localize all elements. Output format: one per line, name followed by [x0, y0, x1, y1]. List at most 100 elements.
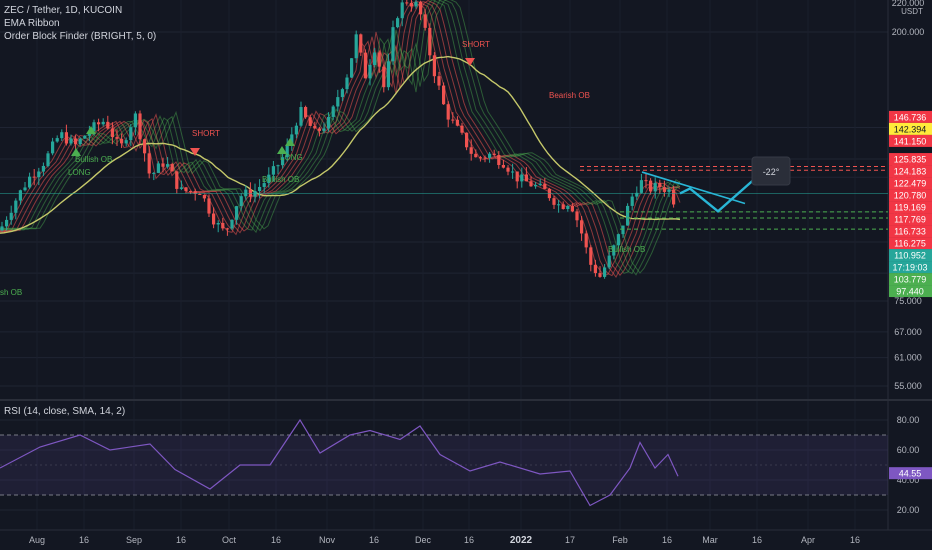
- candle-body: [14, 200, 18, 213]
- ema-line: [0, 1, 681, 278]
- price-badge-text: 110.952: [894, 251, 926, 261]
- candle-body: [363, 52, 367, 79]
- rsi-tick: 80.00: [897, 415, 920, 425]
- price-badge: [889, 249, 932, 262]
- price-badge: [889, 261, 932, 274]
- candle-body: [350, 58, 354, 78]
- candle-body: [230, 219, 234, 229]
- ema-line: [0, 0, 681, 274]
- candle-body: [612, 245, 616, 256]
- candle-body: [133, 113, 137, 128]
- candle-body: [465, 132, 469, 148]
- candle-body: [161, 163, 165, 167]
- angle-text: -22°: [763, 167, 780, 177]
- candle-body: [534, 184, 538, 187]
- candle-body: [235, 206, 239, 220]
- candle-body: [653, 182, 657, 192]
- candle-body: [497, 155, 501, 165]
- candle-body: [193, 191, 197, 194]
- price-badge-text: 146.736: [894, 112, 927, 122]
- candle-body: [635, 192, 639, 197]
- price-badge-text: 103.779: [894, 275, 927, 285]
- indicator-order-block[interactable]: Order Block Finder (BRIGHT, 5, 0): [4, 31, 157, 42]
- candle-body: [331, 106, 335, 117]
- candle-body: [51, 141, 55, 154]
- candle-body: [202, 195, 206, 199]
- rsi-badge-text: 44.55: [899, 469, 922, 479]
- short-marker: [465, 58, 475, 66]
- price-tick: 67.000: [894, 327, 922, 337]
- candle-body: [529, 181, 533, 187]
- price-badge: [889, 134, 932, 147]
- bullish-ob-label: Bullish OB: [75, 155, 112, 164]
- time-tick: 16: [464, 535, 474, 545]
- candle-body: [414, 1, 418, 7]
- price-tick: 220.000: [892, 0, 925, 8]
- candle-body: [589, 247, 593, 265]
- candle-body: [290, 134, 294, 145]
- candle-body: [124, 140, 128, 144]
- time-tick: 16: [176, 535, 186, 545]
- candle-body: [437, 76, 441, 86]
- candle-body: [658, 182, 662, 188]
- price-badge: [889, 177, 932, 190]
- price-badge-text: 116.733: [894, 227, 926, 237]
- candle-body: [391, 27, 395, 62]
- time-tick: Dec: [415, 535, 432, 545]
- candle-body: [170, 164, 174, 172]
- candle-body: [570, 206, 574, 212]
- candle-body: [239, 196, 243, 207]
- candle-body: [538, 183, 542, 185]
- price-badge-text: 120.780: [894, 191, 927, 201]
- candle-body: [276, 165, 280, 167]
- rsi-pane: [0, 418, 888, 507]
- candle-body: [184, 187, 188, 192]
- price-badge-text: 116.275: [894, 239, 926, 249]
- short-marker: [190, 148, 200, 156]
- candle-body: [120, 138, 124, 144]
- candle-body: [649, 180, 653, 192]
- candle-body: [32, 176, 36, 178]
- candle-body: [543, 183, 547, 189]
- price-badge: [889, 285, 932, 298]
- candle-body: [37, 171, 41, 178]
- ema-line: [0, 0, 681, 277]
- candle-body: [382, 66, 386, 88]
- candle-body: [138, 113, 142, 140]
- price-badge: [889, 153, 932, 166]
- candle-body: [115, 137, 119, 139]
- price-badge-text: 122.479: [894, 179, 927, 189]
- candle-body: [377, 52, 381, 67]
- candle-body: [55, 138, 59, 142]
- time-axis: Aug 16 Sep 16 Oct 16 Nov 16 Dec 16 2022 17 Feb 16 Mar 1…: [29, 535, 860, 546]
- time-tick: 16: [369, 535, 379, 545]
- price-badge: [889, 225, 932, 238]
- indicator-ema-ribbon[interactable]: EMA Ribbon: [4, 18, 60, 29]
- candle-body: [92, 122, 96, 132]
- candle-body: [179, 187, 183, 189]
- grid: [0, 31, 888, 511]
- candle-body: [129, 127, 133, 141]
- ema-line: [0, 0, 681, 276]
- symbol-title[interactable]: ZEC / Tether, 1D, KUCOIN: [4, 5, 123, 16]
- candle-body: [189, 191, 193, 193]
- candle-body: [221, 222, 225, 229]
- candle-body: [478, 157, 482, 159]
- candle-body: [359, 34, 363, 53]
- price-badge: [889, 189, 932, 202]
- candle-body: [520, 174, 524, 182]
- time-tick: 16: [752, 535, 762, 545]
- candle-body: [501, 164, 505, 168]
- trendline: [641, 171, 746, 205]
- candle-body: [460, 125, 464, 133]
- candle-body: [46, 153, 50, 166]
- candle-body: [198, 193, 202, 196]
- candle-body: [271, 166, 275, 175]
- long-marker: [86, 126, 96, 134]
- rsi-tick: 40.00: [897, 475, 920, 485]
- annotations: LONG Bullish OB LONG Bullish OB Bullish OB sh…: [0, 40, 645, 297]
- price-badge-text: 124.183: [894, 167, 927, 177]
- rsi-legend[interactable]: RSI (14, close, SMA, 14, 2): [4, 406, 126, 417]
- candle-body: [584, 233, 588, 248]
